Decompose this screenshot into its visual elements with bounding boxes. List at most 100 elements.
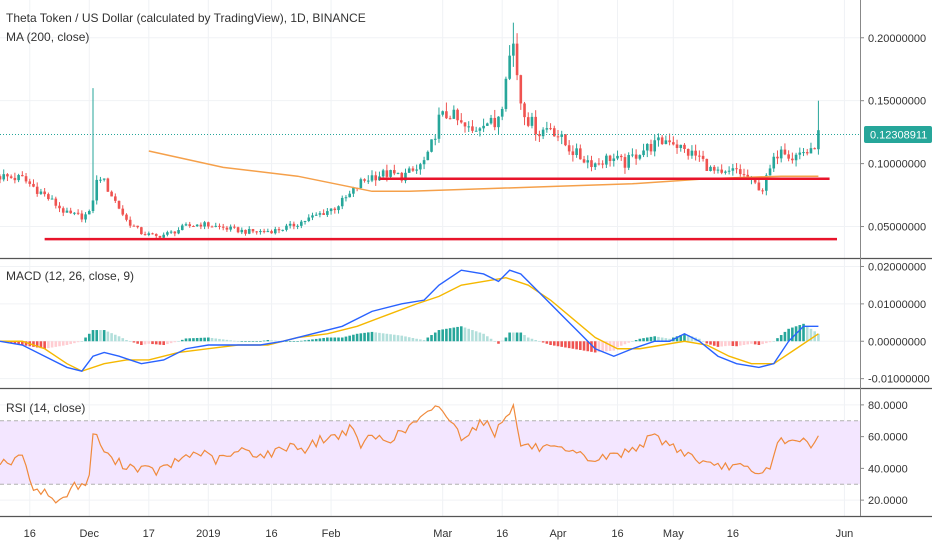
candle[interactable] <box>210 225 214 228</box>
candle[interactable] <box>567 140 571 155</box>
candle[interactable] <box>314 212 318 216</box>
candle[interactable] <box>686 148 690 160</box>
candle[interactable] <box>50 195 54 200</box>
candle[interactable] <box>668 133 671 146</box>
candle[interactable] <box>698 150 701 162</box>
candle[interactable] <box>259 229 262 235</box>
candle[interactable] <box>337 205 340 214</box>
candle[interactable] <box>534 110 537 141</box>
candle[interactable] <box>247 226 251 235</box>
candle[interactable] <box>285 223 288 232</box>
candle[interactable] <box>415 164 418 174</box>
candle[interactable] <box>798 147 802 160</box>
candle[interactable] <box>61 206 65 217</box>
candle[interactable] <box>340 195 344 210</box>
candle[interactable] <box>593 162 597 170</box>
candle[interactable] <box>106 177 110 192</box>
candle[interactable] <box>400 171 404 183</box>
candle[interactable] <box>180 223 184 231</box>
candle[interactable] <box>110 190 113 197</box>
candle[interactable] <box>407 166 411 173</box>
candle[interactable] <box>363 178 366 183</box>
candle[interactable] <box>84 212 87 223</box>
candle[interactable] <box>2 169 6 182</box>
candle[interactable] <box>292 221 296 230</box>
candle[interactable] <box>519 74 523 110</box>
candle[interactable] <box>273 226 277 235</box>
candle[interactable] <box>433 134 437 146</box>
candle[interactable] <box>262 228 266 234</box>
candle[interactable] <box>508 45 511 81</box>
candle[interactable] <box>605 153 608 168</box>
candle[interactable] <box>430 139 433 153</box>
candle[interactable] <box>634 149 638 165</box>
candle[interactable] <box>512 22 515 67</box>
candle[interactable] <box>80 210 84 223</box>
candle[interactable] <box>344 195 348 202</box>
candle[interactable] <box>296 224 299 230</box>
candle[interactable] <box>218 223 221 230</box>
candle[interactable] <box>329 208 333 215</box>
candle[interactable] <box>623 153 627 174</box>
candle[interactable] <box>255 230 258 235</box>
candle[interactable] <box>132 224 136 227</box>
candle[interactable] <box>73 212 76 216</box>
candle[interactable] <box>783 143 787 156</box>
rsi-pane[interactable] <box>0 402 819 504</box>
candle[interactable] <box>616 150 619 161</box>
candle[interactable] <box>638 154 642 161</box>
candle[interactable] <box>720 164 723 175</box>
candle[interactable] <box>456 108 459 126</box>
candle[interactable] <box>9 174 13 179</box>
candle[interactable] <box>493 109 497 131</box>
candle[interactable] <box>192 225 195 228</box>
candle[interactable] <box>731 163 735 176</box>
candle[interactable] <box>65 207 69 213</box>
candle[interactable] <box>244 229 247 236</box>
candle[interactable] <box>251 228 255 234</box>
candle[interactable] <box>114 193 117 204</box>
macd-pane[interactable] <box>0 269 820 372</box>
candle[interactable] <box>679 144 683 152</box>
candle[interactable] <box>515 33 519 81</box>
candle[interactable] <box>143 231 147 236</box>
candle[interactable] <box>645 143 649 158</box>
candle[interactable] <box>188 221 192 228</box>
candle[interactable] <box>701 150 705 162</box>
macd-signal-line[interactable] <box>0 276 819 372</box>
candle[interactable] <box>579 144 582 160</box>
candle[interactable] <box>504 76 508 112</box>
candle[interactable] <box>374 171 378 186</box>
candle[interactable] <box>817 100 820 155</box>
candle[interactable] <box>419 162 422 175</box>
candle[interactable] <box>526 112 530 128</box>
candle[interactable] <box>303 220 307 225</box>
candle[interactable] <box>233 224 236 229</box>
candle[interactable] <box>203 220 206 230</box>
candle[interactable] <box>140 226 143 235</box>
candle[interactable] <box>322 209 325 215</box>
candle[interactable] <box>69 207 72 214</box>
candle[interactable] <box>21 171 24 177</box>
candle[interactable] <box>530 112 534 129</box>
candle[interactable] <box>136 225 139 229</box>
candle[interactable] <box>497 116 500 135</box>
candle[interactable] <box>441 110 444 117</box>
candle[interactable] <box>549 123 552 131</box>
candle[interactable] <box>240 227 244 235</box>
candle[interactable] <box>653 134 657 157</box>
candle[interactable] <box>805 148 809 156</box>
candle[interactable] <box>489 114 493 125</box>
candle[interactable] <box>359 177 363 190</box>
candle[interactable] <box>552 125 556 137</box>
candle[interactable] <box>381 168 385 179</box>
candle[interactable] <box>95 175 99 205</box>
candle[interactable] <box>348 190 351 198</box>
candle[interactable] <box>523 101 526 126</box>
candle[interactable] <box>366 175 370 184</box>
candle[interactable] <box>32 179 35 188</box>
candle[interactable] <box>147 231 151 237</box>
candle[interactable] <box>333 207 337 214</box>
candle[interactable] <box>619 154 623 161</box>
